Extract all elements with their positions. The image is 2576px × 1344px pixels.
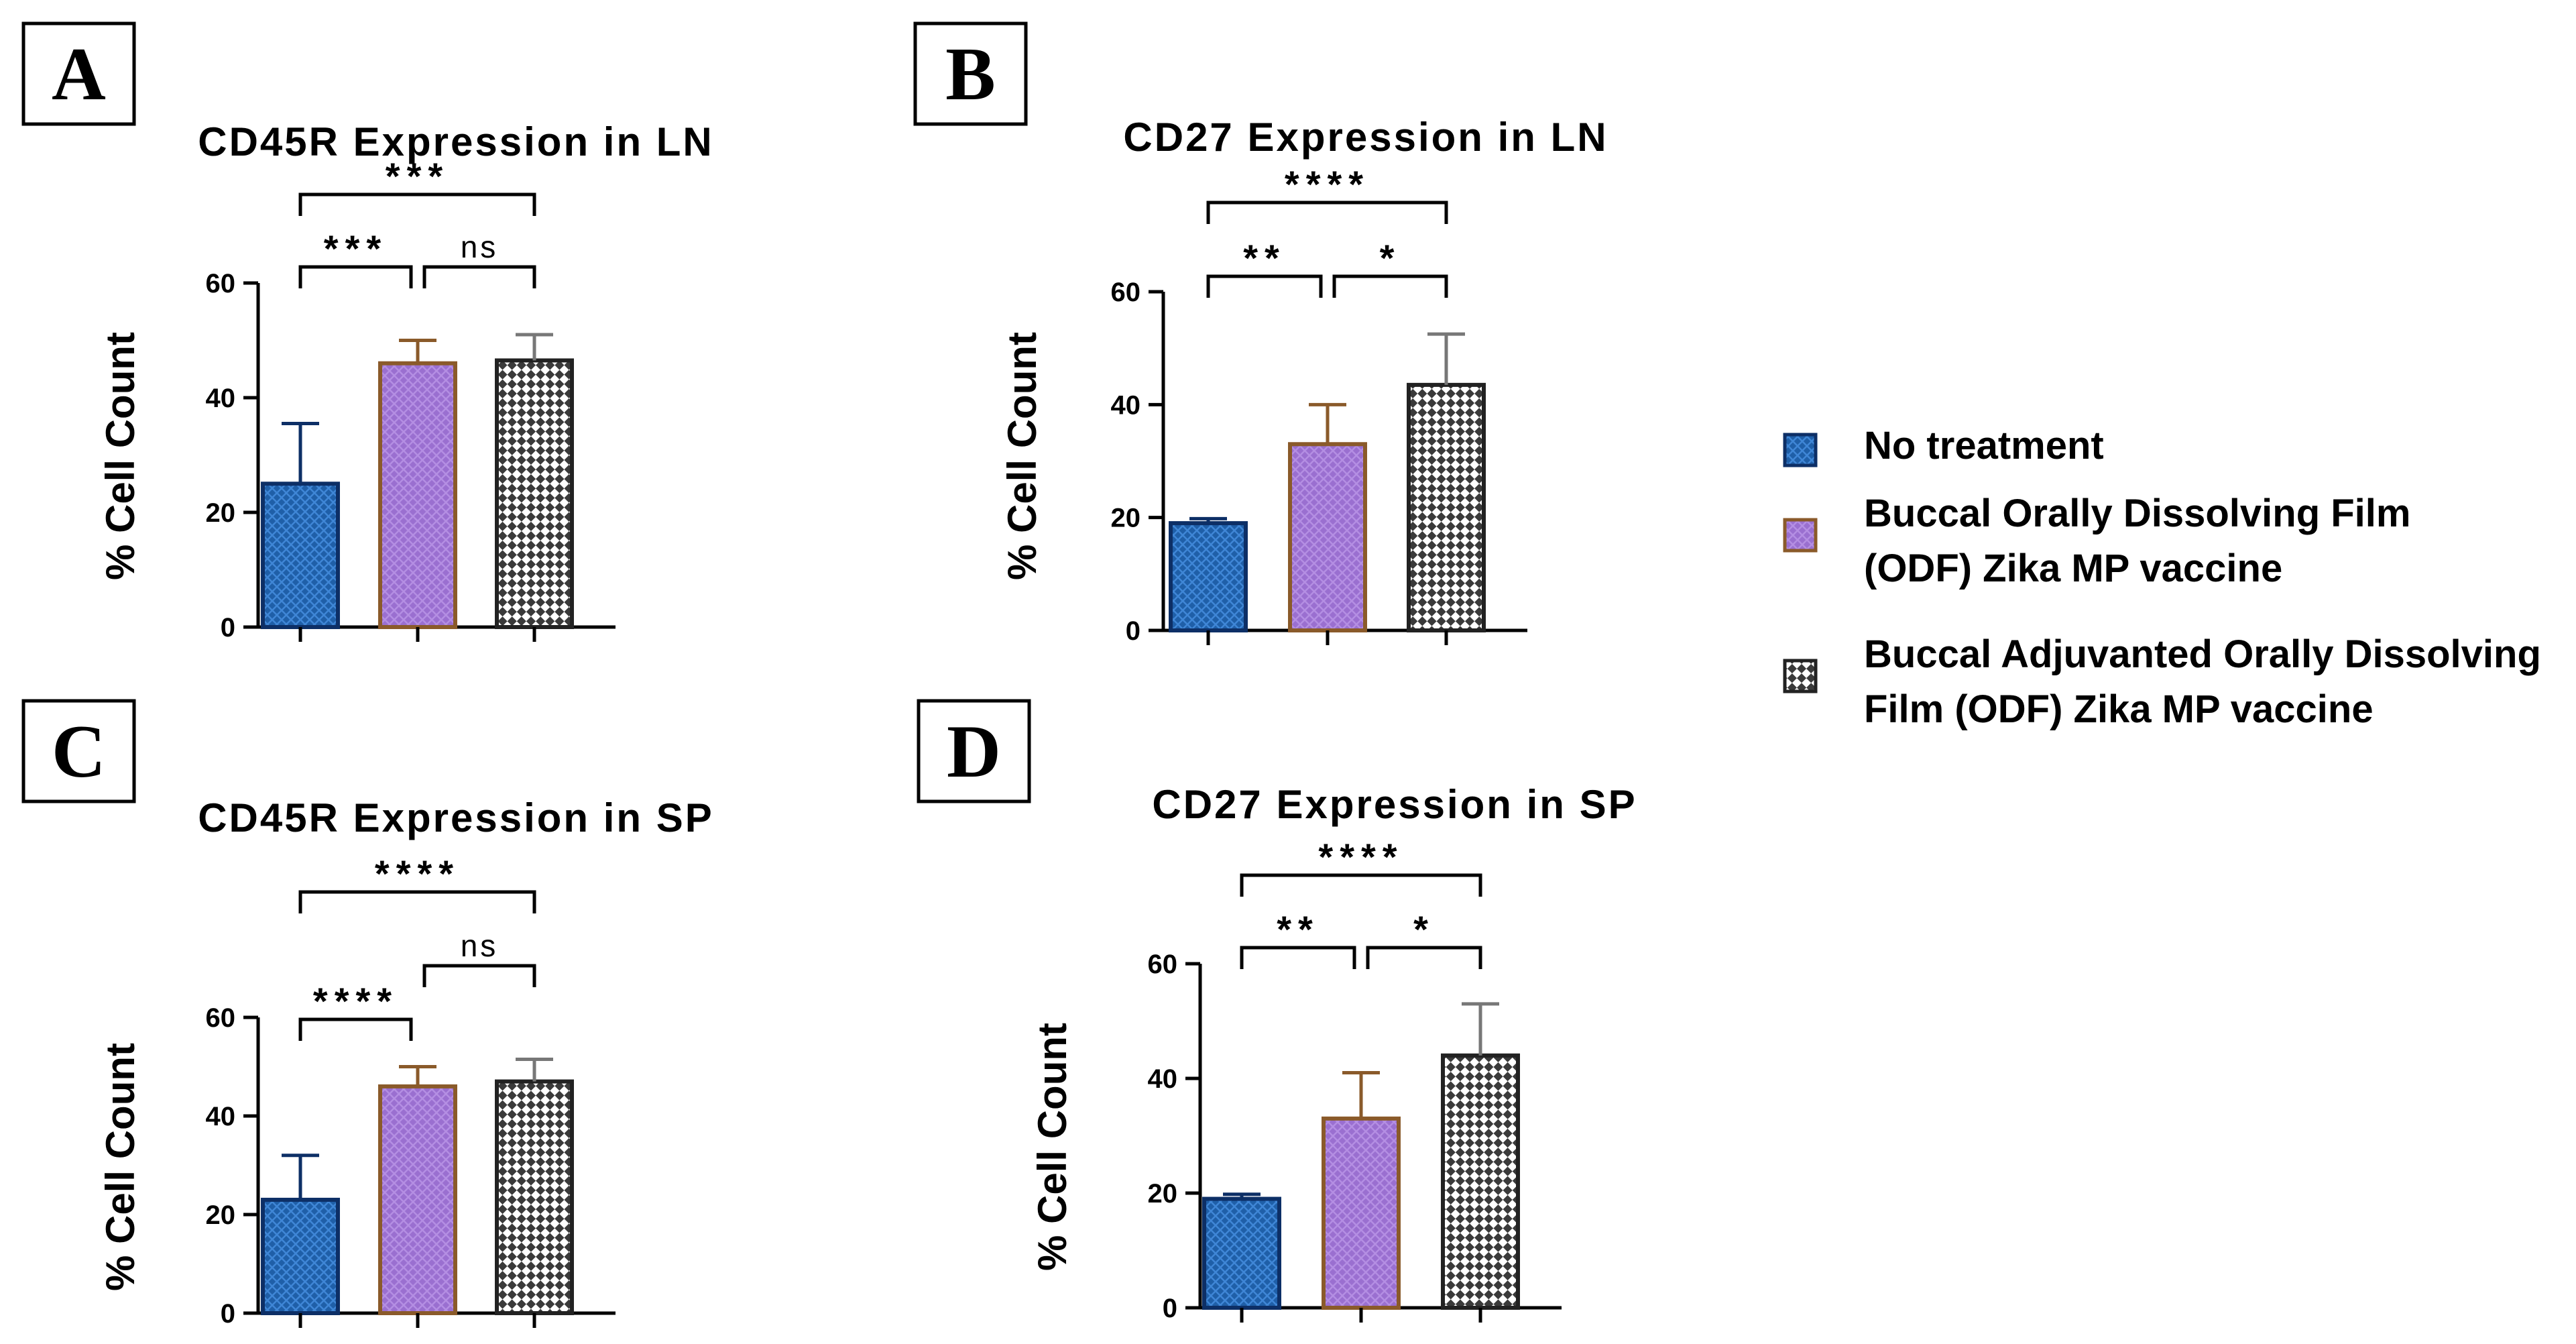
legend-swatch: [1783, 518, 1818, 553]
significance-label: ***: [386, 155, 449, 197]
y-tick-label: 20: [206, 1200, 236, 1230]
bar-2: [1322, 1116, 1401, 1310]
bar-2: [1288, 442, 1367, 632]
y-tick-label: 40: [1111, 390, 1141, 420]
bracket-line: [422, 265, 536, 288]
bracket-line: [1240, 946, 1356, 969]
y-tick-label: 0: [1163, 1294, 1177, 1323]
legend-swatch: [1783, 433, 1818, 467]
y-tick-label: 20: [1148, 1179, 1178, 1209]
significance-label: ***: [324, 227, 388, 270]
y-tick-label: 40: [1148, 1064, 1178, 1094]
legend: No treatment Buccal Orally Dissolving Fil…: [1783, 424, 2541, 731]
significance-label: **: [1243, 237, 1286, 279]
significance-label: **: [1277, 908, 1320, 950]
significance-bracket: **: [1206, 237, 1323, 298]
y-tick-label: 60: [1148, 950, 1178, 979]
legend-item-1: No treatment: [1783, 424, 2104, 467]
y-axis-title: % Cell Count: [1030, 1023, 1075, 1271]
bar-3: [1441, 1053, 1520, 1310]
bar-2: [378, 1084, 457, 1316]
bracket-line: [1206, 201, 1448, 224]
significance-bracket: ns: [422, 229, 536, 288]
panel-letter-box: [913, 21, 1028, 126]
panel-letter: B: [945, 33, 996, 116]
bracket-line: [298, 192, 536, 216]
significance-label: ****: [375, 852, 460, 895]
bar-3: [1407, 382, 1486, 632]
y-axis-title: % Cell Count: [1000, 332, 1045, 580]
significance-bracket: ****: [298, 852, 536, 913]
panel-letter-box: [21, 21, 136, 126]
y-tick-label: 0: [221, 1299, 235, 1329]
panel-letter: D: [947, 710, 1001, 793]
significance-bracket: ***: [298, 155, 536, 216]
bar-2: [378, 361, 457, 629]
chart-panel-c: C CD45R Expression in SP 0 20 40 60 % Cell Cou…: [21, 699, 714, 1329]
chart-panel-a: A CD45R Expression in LN 0 20 40 60 % Cell Cou…: [21, 21, 714, 642]
bracket-line: [1366, 946, 1482, 969]
bar-1: [261, 482, 340, 629]
significance-bracket: ****: [1206, 163, 1448, 224]
legend-label: Film (ODF) Zika MP vaccine: [1864, 687, 2374, 731]
bracket-line: [298, 1017, 413, 1041]
chart-title: CD45R Expression in SP: [198, 795, 714, 840]
chart-title: CD45R Expression in LN: [198, 119, 714, 164]
panel-letter-box: [21, 699, 136, 803]
y-tick-label: 60: [206, 269, 236, 298]
bracket-line: [298, 265, 413, 288]
bar-3: [495, 1079, 574, 1316]
bar-3: [495, 358, 574, 629]
bar-1: [1202, 1196, 1281, 1310]
y-tick-label: 40: [206, 384, 236, 413]
legend-item-3: Buccal Adjuvanted Orally Dissolving Film …: [1783, 632, 2541, 731]
chart-panel-b: B CD27 Expression in LN 0 20 40 60 % Cell Coun…: [913, 21, 1608, 646]
y-tick-label: 0: [221, 613, 235, 642]
panel-letter: C: [52, 710, 106, 793]
legend-label: Buccal Adjuvanted Orally Dissolving: [1864, 632, 2541, 676]
y-tick-label: 20: [206, 498, 236, 528]
panel-letter: A: [52, 33, 106, 116]
significance-label: ns: [461, 928, 499, 963]
y-tick-label: 40: [206, 1102, 236, 1131]
significance-bracket: ****: [1240, 836, 1482, 897]
legend-label: Buccal Orally Dissolving Film: [1864, 492, 2410, 535]
chart-title: CD27 Expression in SP: [1152, 782, 1637, 827]
y-axis-title: % Cell Count: [98, 332, 143, 580]
bracket-line: [422, 964, 536, 987]
bracket-line: [298, 890, 536, 913]
legend-label: (ODF) Zika MP vaccine: [1864, 547, 2282, 590]
significance-bracket: *: [1332, 237, 1448, 298]
panel-letter-box: [917, 699, 1031, 803]
legend-label: No treatment: [1864, 424, 2104, 467]
significance-bracket: *: [1366, 908, 1482, 969]
significance-label: ****: [1285, 163, 1370, 205]
bar-1: [1169, 521, 1248, 632]
significance-label: ****: [313, 980, 398, 1022]
y-tick-label: 60: [206, 1003, 236, 1033]
legend-swatch: [1783, 659, 1818, 693]
chart-panel-d: D CD27 Expression in SP 0 20 40 60 % Cell Coun…: [917, 699, 1637, 1323]
y-tick-label: 20: [1111, 504, 1141, 533]
significance-label: ns: [461, 229, 499, 264]
significance-label: ****: [1318, 836, 1403, 878]
y-tick-label: 0: [1126, 616, 1140, 646]
y-tick-label: 60: [1111, 278, 1141, 307]
significance-label: *: [1380, 237, 1401, 279]
y-axis-title: % Cell Count: [98, 1043, 143, 1291]
bracket-line: [1206, 274, 1323, 298]
bracket-line: [1240, 873, 1482, 897]
bracket-line: [1332, 274, 1448, 298]
legend-item-2: Buccal Orally Dissolving Film (ODF) Zika …: [1783, 492, 2410, 590]
significance-label: *: [1413, 908, 1435, 950]
significance-bracket: ****: [298, 980, 413, 1041]
bar-1: [261, 1197, 340, 1315]
significance-bracket: ***: [298, 227, 413, 288]
significance-bracket: **: [1240, 908, 1356, 969]
chart-title: CD27 Expression in LN: [1123, 115, 1608, 160]
significance-bracket: ns: [422, 928, 536, 987]
